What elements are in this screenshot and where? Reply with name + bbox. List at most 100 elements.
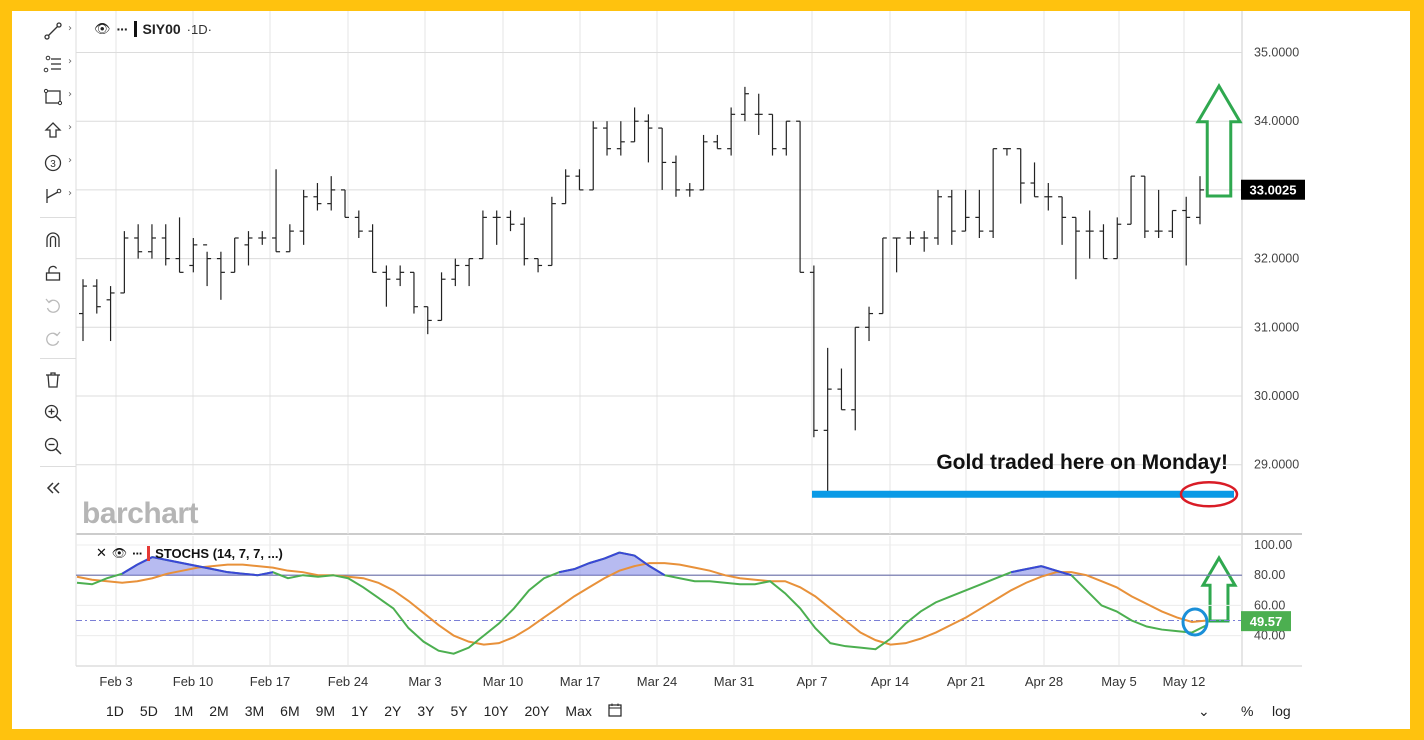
ohlc-bar — [327, 176, 336, 211]
stoch-tick-label: 40.00 — [1254, 629, 1285, 643]
ohlc-bar — [644, 114, 653, 163]
ohlc-bar — [589, 121, 598, 191]
ohlc-bar — [796, 120, 805, 273]
more-dots-icon[interactable]: ··· — [132, 545, 143, 561]
stoch-k-overbought-seg — [1056, 569, 1072, 577]
ohlc-bar — [658, 127, 667, 190]
ohlc-bar — [354, 210, 363, 238]
ohlc-bar — [285, 224, 294, 253]
range-button-3y[interactable]: 3Y — [417, 703, 435, 719]
range-button-1d[interactable]: 1D — [106, 703, 124, 719]
ohlc-bar — [313, 183, 322, 211]
stoch-last-label: 49.57 — [1250, 614, 1283, 629]
ohlc-bar — [409, 271, 418, 314]
chart-canvas[interactable]: Gold traded here on Monday! Feb 3 Feb 10 F… — [12, 11, 1410, 729]
ohlc-bar — [851, 326, 860, 431]
ohlc-bar — [230, 237, 239, 273]
stoch-tick-label: 80.00 — [1254, 568, 1285, 582]
range-button-10y[interactable]: 10Y — [483, 703, 509, 719]
more-dots-icon[interactable]: ··· — [116, 21, 129, 37]
trash-icon[interactable] — [40, 368, 66, 392]
x-tick-label: Mar 24 — [637, 674, 677, 689]
barchart-watermark: barchart — [82, 497, 199, 530]
y-tick-label: 30.0000 — [1254, 389, 1299, 403]
range-button-5d[interactable]: 5D — [139, 703, 158, 719]
eye-icon[interactable]: 👁 — [111, 546, 128, 560]
ohlc-bar — [396, 265, 405, 287]
eye-icon[interactable]: 👁 — [94, 21, 111, 36]
chevrons-down-icon[interactable]: ⌄ — [1198, 703, 1210, 719]
magnet-icon[interactable] — [40, 228, 66, 252]
ohlc-bar — [175, 217, 184, 273]
ohlc-bar — [161, 224, 170, 266]
ohlc-bar — [1016, 148, 1025, 204]
redo-icon[interactable] — [40, 327, 66, 351]
ohlc-bar — [451, 258, 460, 287]
range-button-9m[interactable]: 9M — [315, 703, 336, 719]
stoch-last-box — [1241, 611, 1291, 632]
ohlc-bar — [120, 231, 129, 294]
log-toggle[interactable]: log — [1272, 703, 1291, 719]
y-tick-label: 35.0000 — [1254, 46, 1299, 60]
x-tick-label: Mar 31 — [714, 674, 754, 689]
ohlc-bar — [671, 155, 680, 197]
ohlc-bar — [933, 189, 942, 245]
zoom-in-icon[interactable] — [40, 401, 66, 425]
undo-icon[interactable] — [40, 294, 66, 318]
range-button-3m[interactable]: 3M — [244, 703, 265, 719]
stoch-k-overbought-seg — [182, 562, 198, 568]
range-button-6m[interactable]: 6M — [280, 703, 300, 719]
x-tick-label: Apr 21 — [947, 674, 985, 689]
x-tick-label: Feb 17 — [250, 674, 290, 689]
ohlc-bar — [258, 231, 267, 245]
indicator-legend: ✕ 👁 ··· STOCHS (14, 7, 7, ...) — [96, 545, 283, 561]
lock-icon[interactable] — [40, 261, 66, 285]
ohlc-bar — [244, 231, 253, 266]
zoom-out-icon[interactable] — [40, 434, 66, 458]
ohlc-bar — [341, 189, 350, 218]
rectangle-icon[interactable]: › — [40, 85, 72, 109]
range-button-20y[interactable]: 20Y — [524, 703, 550, 719]
stoch-k-overbought-seg — [167, 559, 183, 565]
percent-toggle[interactable]: % — [1241, 703, 1254, 719]
drawing-toolbar: › › › › 3 › › — [12, 11, 76, 511]
stoch-k-overbought-seg — [649, 565, 666, 577]
ohlc-bar — [547, 196, 556, 267]
ohlc-bar — [423, 306, 432, 335]
fib-icon[interactable]: › — [40, 52, 72, 76]
ohlc-bar — [727, 107, 736, 156]
x-tick-label: Feb 10 — [173, 674, 213, 689]
range-button-1m[interactable]: 1M — [173, 703, 194, 719]
stoch-k-overbought-seg — [603, 551, 620, 560]
ohlc-bar — [699, 134, 708, 191]
green-arrow-stoch — [1200, 555, 1238, 623]
x-tick-label: Feb 3 — [99, 674, 132, 689]
x-tick-label: May 12 — [1163, 674, 1206, 689]
collapse-icon[interactable] — [40, 476, 66, 500]
trend-line-icon[interactable]: › — [40, 19, 72, 43]
ohlc-bar — [203, 244, 212, 287]
ohlc-bar — [1085, 210, 1094, 259]
stoch-k-overbought-seg — [619, 551, 635, 557]
x-tick-label: May 5 — [1101, 674, 1136, 689]
measure-icon[interactable]: › — [40, 184, 72, 208]
range-button-max[interactable]: Max — [565, 703, 592, 719]
stoch-k-overbought-seg — [197, 565, 213, 571]
calendar-icon[interactable] — [600, 703, 630, 720]
ohlc-bar — [465, 258, 474, 287]
range-button-1y[interactable]: 1Y — [351, 703, 369, 719]
ohlc-bar — [961, 189, 970, 232]
ohlc-bar — [837, 368, 846, 411]
close-icon[interactable]: ✕ — [96, 545, 107, 560]
range-button-5y[interactable]: 5Y — [450, 703, 468, 719]
annotation-text: Gold traded here on Monday! — [936, 451, 1228, 474]
ohlc-bar — [754, 93, 763, 135]
ohlc-bar — [506, 210, 515, 232]
stoch-k-overbought-seg — [257, 571, 274, 577]
arrow-up-icon[interactable]: › — [40, 118, 72, 142]
range-button-2y[interactable]: 2Y — [384, 703, 402, 719]
indicator-label: STOCHS (14, 7, 7, ...) — [155, 545, 283, 561]
number-marker-icon[interactable]: 3 › — [40, 151, 72, 175]
ohlc-bar — [1182, 196, 1191, 266]
range-button-2m[interactable]: 2M — [209, 703, 229, 719]
